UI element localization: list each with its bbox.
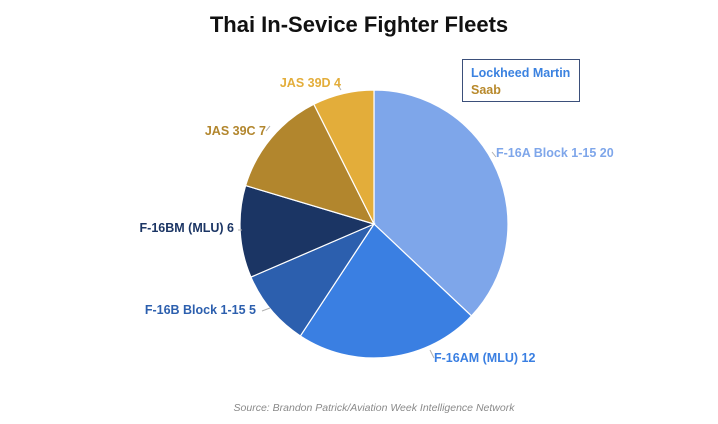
legend-item-saab: Saab	[471, 83, 501, 97]
pie-slice-f-16am-mlu	[299, 223, 473, 359]
pie-slice-f-16a-block-1-15	[373, 89, 509, 317]
pie-leader-line	[261, 307, 271, 312]
pie-slice-f-16b-block-1-15	[250, 222, 376, 337]
pie-data-label: F-16B Block 1-15 5	[145, 303, 256, 317]
pie-leader-line	[429, 349, 435, 359]
pie-leader-line	[265, 125, 271, 132]
pie-data-label: F-16A Block 1-15 20	[496, 146, 614, 160]
source-note: Source: Brandon Patrick/Aviation Week In…	[233, 402, 515, 414]
pie-data-label: F-16BM (MLU) 6	[140, 221, 234, 235]
legend: Lockheed Martin Saab	[462, 59, 580, 102]
pie-slice-f-16bm-mlu	[239, 184, 376, 278]
pie-data-label: F-16AM (MLU) 12	[434, 351, 535, 365]
pie-slice-jas-39c	[244, 103, 376, 225]
pie-data-label: JAS 39C 7	[205, 124, 266, 138]
legend-item-lockheed-martin: Lockheed Martin	[471, 66, 571, 80]
pie-leader-line	[491, 151, 497, 158]
pie-data-label: JAS 39D 4	[280, 76, 341, 90]
pie-slice-jas-39d	[313, 89, 375, 225]
pie-leader-line	[336, 83, 342, 91]
chart-title: Thai In-Sevice Fighter Fleets	[209, 12, 509, 37]
